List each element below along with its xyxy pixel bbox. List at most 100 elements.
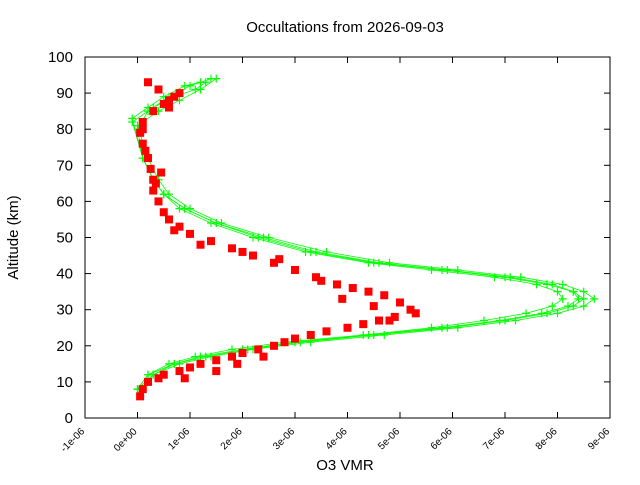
y-axis-label: Altitude (km) <box>5 195 22 279</box>
data-point <box>149 107 158 116</box>
x-tick-label: 9e-06 <box>586 426 612 452</box>
data-point <box>159 208 168 217</box>
data-point <box>306 330 315 339</box>
y-tick-label: 40 <box>56 266 73 283</box>
data-point <box>180 204 189 213</box>
chart-title: Occultations from 2026-09-03 <box>246 19 444 36</box>
data-point <box>180 374 189 383</box>
data-point <box>338 294 347 303</box>
data-point <box>144 78 152 87</box>
data-point <box>196 78 205 87</box>
data-point <box>501 273 509 282</box>
data-point <box>579 287 588 296</box>
data-point <box>543 309 551 318</box>
data-point <box>511 316 520 325</box>
data-point <box>569 302 578 311</box>
data-point <box>180 81 189 90</box>
data-point <box>380 291 389 300</box>
data-point <box>348 284 357 293</box>
data-point <box>144 154 152 163</box>
x-tick-label: 1e-06 <box>166 426 192 452</box>
y-tick-label: 60 <box>56 193 73 210</box>
data-point <box>501 316 509 325</box>
data-point <box>170 92 179 101</box>
data-point <box>306 338 315 347</box>
data-point <box>396 298 404 307</box>
y-tick-label: 50 <box>56 230 73 247</box>
data-point <box>238 349 247 358</box>
data-point <box>558 280 567 289</box>
data-point <box>443 323 452 332</box>
x-tick-label: -1e-06 <box>59 426 88 455</box>
data-point <box>548 302 557 311</box>
data-point <box>385 316 394 325</box>
data-point <box>212 367 221 376</box>
data-point <box>579 302 588 311</box>
x-tick-label: 4e-06 <box>324 426 350 452</box>
data-point <box>196 359 205 368</box>
data-point <box>151 179 160 188</box>
data-point <box>136 392 145 401</box>
y-tick-label: 10 <box>56 374 73 391</box>
profile-line <box>137 78 564 390</box>
data-point <box>317 276 326 285</box>
data-point <box>212 219 221 228</box>
data-point <box>159 370 168 379</box>
data-point <box>333 280 341 289</box>
data-point <box>380 330 389 339</box>
data-point <box>165 96 173 105</box>
data-point <box>558 294 567 303</box>
data-point <box>186 363 194 372</box>
data-point <box>254 345 263 354</box>
data-point <box>343 323 352 332</box>
data-point <box>138 139 147 148</box>
data-point <box>128 114 137 123</box>
data-point <box>411 309 420 318</box>
data-point <box>453 265 462 274</box>
data-point <box>438 265 446 274</box>
data-point <box>212 74 221 83</box>
data-point <box>175 89 184 98</box>
data-point <box>259 352 268 361</box>
data-point <box>159 190 168 199</box>
data-point <box>144 370 152 379</box>
data-point <box>369 330 378 339</box>
data-point <box>579 294 588 303</box>
x-tick-label: 3e-06 <box>271 426 297 452</box>
data-point <box>196 240 205 249</box>
series-0 <box>128 74 599 394</box>
data-point <box>254 233 263 242</box>
data-point <box>159 99 168 108</box>
data-point <box>275 255 284 264</box>
y-tick-label: 0 <box>65 410 73 427</box>
x-tick-label: 0e+00 <box>112 426 140 454</box>
data-point <box>228 244 236 253</box>
data-point <box>385 258 394 267</box>
data-point <box>196 85 205 94</box>
y-tick-label: 100 <box>48 49 73 66</box>
data-point <box>291 265 299 274</box>
data-point <box>406 305 415 314</box>
profile-line <box>131 81 585 390</box>
data-point <box>138 125 147 134</box>
profile-line <box>131 81 580 390</box>
y-tick-label: 90 <box>56 85 73 102</box>
data-point <box>170 226 179 235</box>
data-point <box>154 197 163 206</box>
series-1 <box>136 78 420 401</box>
x-tick-label: 6e-06 <box>429 426 455 452</box>
y-tick-label: 20 <box>56 338 73 355</box>
data-point <box>146 164 155 173</box>
x-tick-label: 2e-06 <box>219 426 245 452</box>
data-point <box>369 302 378 311</box>
y-tick-label: 30 <box>56 302 73 319</box>
data-point <box>233 359 242 368</box>
data-point <box>322 327 331 336</box>
data-point <box>270 341 278 350</box>
data-point <box>144 377 152 386</box>
series-layer <box>128 74 599 401</box>
data-point <box>543 280 551 289</box>
plot-frame <box>84 56 611 419</box>
